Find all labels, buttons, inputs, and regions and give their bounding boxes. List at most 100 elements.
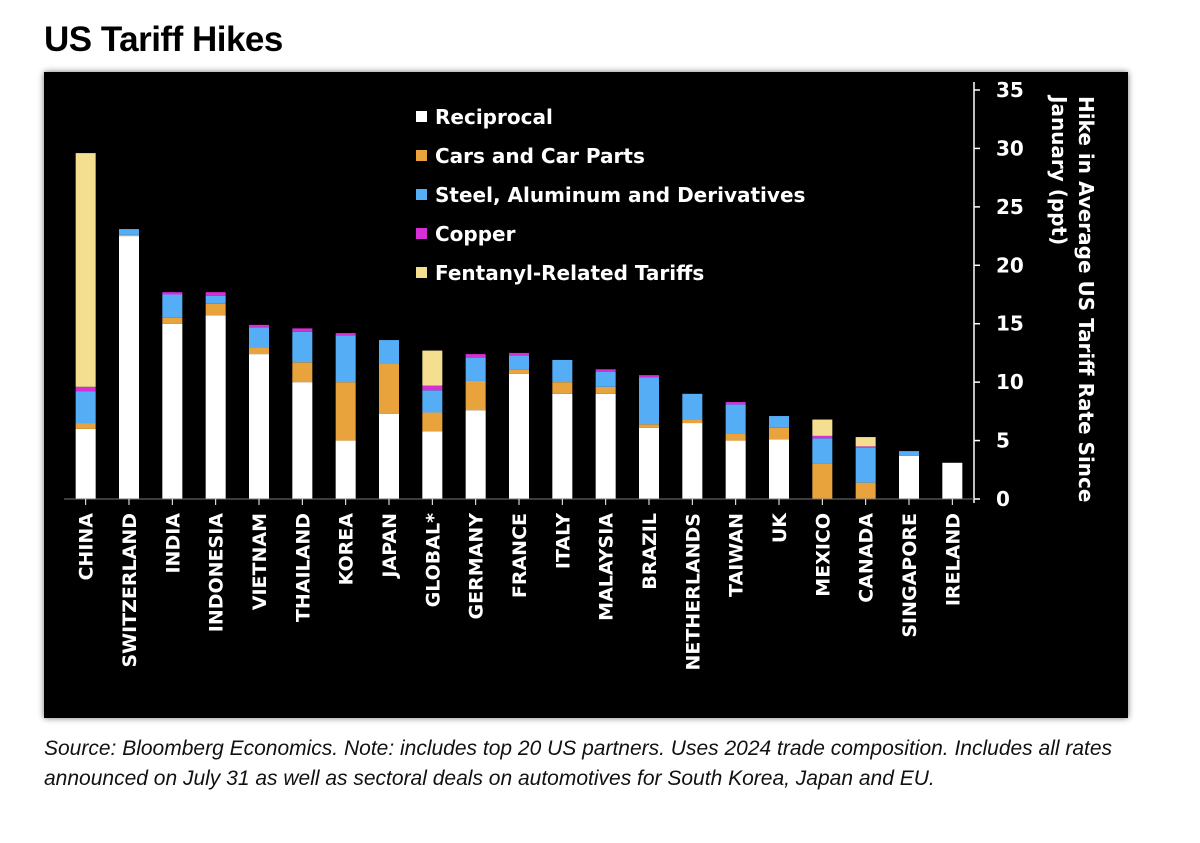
bar-segment-india-cars <box>162 317 183 324</box>
bar-segment-global-steel <box>422 390 443 413</box>
bar-segment-brazil-steel <box>639 377 659 425</box>
bar-segment-france-cars <box>509 369 529 374</box>
legend-swatch-steel <box>416 189 427 200</box>
bar-segment-france-steel <box>509 355 529 370</box>
bar-segment-malaysia-copper <box>595 369 616 372</box>
bar-segment-singapore-reciprocal <box>899 455 919 499</box>
x-tick-label: GLOBAL* <box>422 513 444 607</box>
bar-segment-vietnam-reciprocal <box>249 354 269 499</box>
bar-segment-indonesia-steel <box>205 295 226 304</box>
bar-segment-china-fentanyl <box>75 153 96 387</box>
x-tick-label: UK <box>769 512 791 543</box>
source-note: Source: Bloomberg Economics. Note: inclu… <box>44 737 1113 790</box>
bar-segment-italy-cars <box>552 382 573 394</box>
x-tick-label: GERMANY <box>466 513 488 620</box>
bar-segment-france-reciprocal <box>509 373 529 499</box>
bar-segment-thailand-steel <box>292 331 313 363</box>
bar-segment-japan-cars <box>379 363 399 414</box>
bar-segment-netherlands-reciprocal <box>682 423 703 499</box>
bar-segment-italy-reciprocal <box>552 393 573 499</box>
bar-segment-global-copper <box>422 385 443 391</box>
y-tick-label: 10 <box>996 370 1024 394</box>
bar-segment-vietnam-steel <box>249 327 269 348</box>
bar-segment-china-copper <box>75 386 96 392</box>
bar-segment-taiwan-cars <box>725 433 746 441</box>
bar-segment-global-cars <box>422 412 443 432</box>
bars-layer <box>75 153 963 500</box>
x-tick-label: MEXICO <box>812 513 834 597</box>
bar-segment-global-fentanyl <box>422 350 443 386</box>
bar-segment-switzerland-reciprocal <box>119 236 139 500</box>
bar-segment-brazil-cars <box>639 424 659 428</box>
y-tick-label: 20 <box>996 253 1024 277</box>
x-tick-label: JAPAN <box>379 513 401 580</box>
bar-segment-italy-steel <box>552 359 573 383</box>
x-tick-label: INDONESIA <box>206 513 228 633</box>
bar-segment-mexico-cars <box>812 463 833 499</box>
bar-segment-canada-fentanyl <box>855 437 876 447</box>
bar-segment-thailand-copper <box>292 328 313 332</box>
bar-segment-germany-cars <box>465 380 486 411</box>
bar-segment-taiwan-reciprocal <box>725 440 746 499</box>
y-tick-label: 25 <box>996 195 1024 219</box>
x-tick-label: FRANCE <box>509 513 531 598</box>
x-tick-label: KOREA <box>336 513 358 586</box>
bar-segment-malaysia-steel <box>595 371 616 387</box>
bar-segment-switzerland-cars <box>119 234 139 237</box>
bar-segment-brazil-reciprocal <box>639 427 659 499</box>
x-tick-label: BRAZIL <box>639 513 661 590</box>
bar-segment-japan-steel <box>379 340 399 364</box>
bar-segment-taiwan-copper <box>725 402 746 405</box>
y-axis-title-line: Hike in Average US Tariff Rate Since <box>1074 96 1098 502</box>
x-tick-label: TAIWAN <box>726 513 748 597</box>
legend-label: Fentanyl-Related Tariffs <box>435 261 704 285</box>
y-tick-label: 0 <box>996 487 1010 511</box>
bar-segment-vietnam-copper <box>249 324 269 328</box>
legend: Reciprocal Cars and Car Parts Steel, Alumi… <box>416 105 805 285</box>
x-tick-label: SINGAPORE <box>899 513 921 638</box>
legend-label: Reciprocal <box>435 105 553 129</box>
y-tick-label: 30 <box>996 136 1024 160</box>
bar-segment-thailand-cars <box>292 362 313 383</box>
bar-segment-korea-copper <box>335 333 356 336</box>
legend-swatch-fentanyl <box>416 267 427 278</box>
bar-segment-germany-steel <box>465 357 486 381</box>
bar-segment-canada-steel <box>855 447 876 483</box>
bar-segment-mexico-copper <box>812 435 833 439</box>
bar-segment-china-cars <box>75 423 96 429</box>
bar-segment-indonesia-reciprocal <box>205 315 226 499</box>
x-tick-label: VIETNAM <box>249 513 271 610</box>
bar-segment-uk-cars <box>769 427 789 440</box>
y-axis-title-line: January (ppt) <box>1047 94 1071 245</box>
bar-segment-netherlands-cars <box>682 419 703 424</box>
legend-label: Copper <box>435 222 516 246</box>
legend-swatch-cars <box>416 150 427 161</box>
bar-segment-germany-reciprocal <box>465 410 486 499</box>
x-tick-label: THAILAND <box>292 513 314 622</box>
bar-segment-switzerland-steel <box>119 229 139 235</box>
bar-segment-india-reciprocal <box>162 323 183 499</box>
x-tick-label: MALAYSIA <box>596 513 618 621</box>
y-axis-title: Hike in Average US Tariff Rate SinceJanu… <box>1047 94 1098 502</box>
bar-segment-korea-steel <box>335 335 356 383</box>
legend-swatch-reciprocal <box>416 111 427 122</box>
bar-segment-mexico-steel <box>812 438 833 464</box>
bar-segment-malaysia-reciprocal <box>595 393 616 499</box>
legend-swatch-copper <box>416 228 427 239</box>
bar-segment-thailand-reciprocal <box>292 382 313 499</box>
bar-segment-germany-copper <box>465 354 486 358</box>
bar-segment-ireland-reciprocal <box>942 462 963 499</box>
x-axis: CHINA SWITZERLAND INDIA INDONESIA VIETNAM THA… <box>76 499 964 671</box>
chart-panel: 0 5 10 15 20 25 30 35 CHINA SWITZERLAND INDIA INDO… <box>44 72 1128 718</box>
bar-segment-canada-copper <box>855 446 876 448</box>
bar-segment-taiwan-steel <box>725 404 746 434</box>
y-tick-label: 15 <box>996 312 1024 336</box>
bar-segment-indonesia-copper <box>205 292 226 296</box>
bar-segment-vietnam-cars <box>249 347 269 355</box>
bar-segment-japan-reciprocal <box>379 413 399 499</box>
bar-segment-uk-steel <box>769 416 789 428</box>
x-tick-label: IRELAND <box>942 513 964 606</box>
bar-segment-malaysia-cars <box>595 386 616 394</box>
bar-segment-netherlands-steel <box>682 393 703 420</box>
bar-segment-france-copper <box>509 352 529 356</box>
